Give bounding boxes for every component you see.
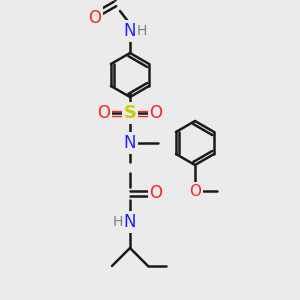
Text: O: O	[189, 184, 201, 199]
Text: N: N	[124, 134, 136, 152]
Text: O: O	[98, 104, 110, 122]
Text: S: S	[124, 104, 136, 122]
Text: O: O	[88, 9, 101, 27]
Text: H: H	[113, 215, 123, 229]
Text: N: N	[124, 22, 136, 40]
Text: O: O	[149, 184, 163, 202]
Text: O: O	[149, 104, 163, 122]
Text: H: H	[137, 24, 147, 38]
Text: N: N	[124, 213, 136, 231]
